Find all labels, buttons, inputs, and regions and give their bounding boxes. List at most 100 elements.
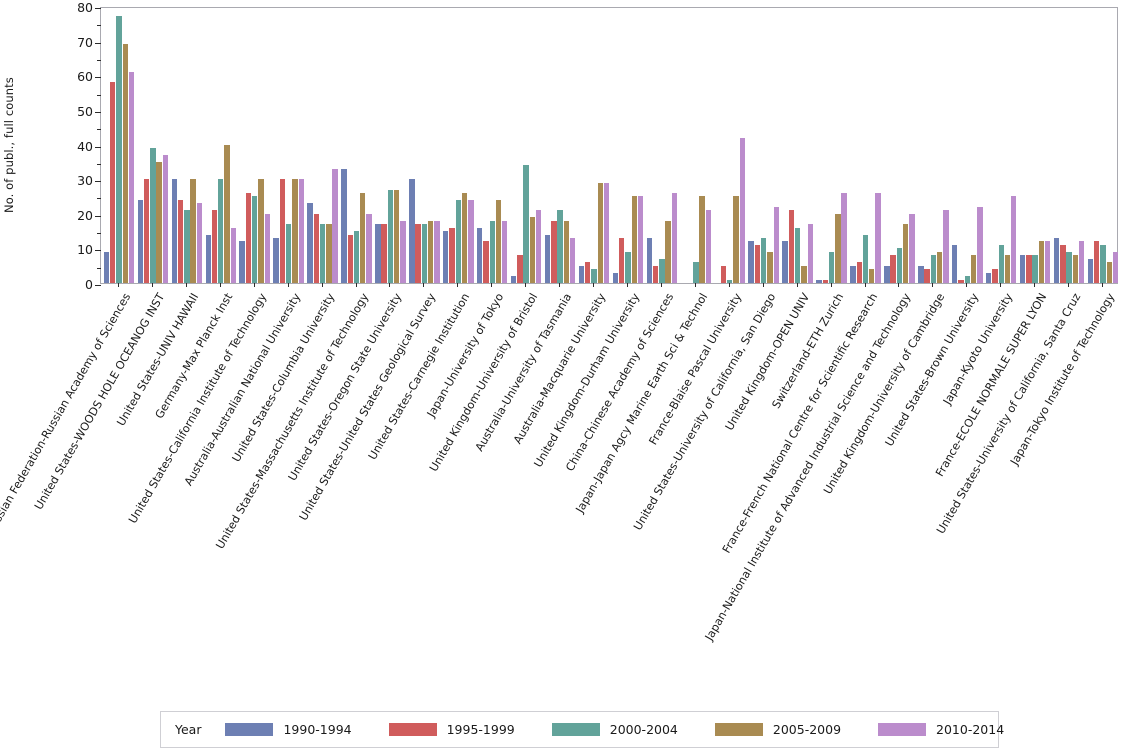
bar xyxy=(510,276,517,283)
bar-group xyxy=(715,8,747,283)
bar xyxy=(646,238,653,283)
bar xyxy=(794,227,801,283)
bar xyxy=(218,179,224,283)
bar-group xyxy=(782,8,814,283)
bar-group xyxy=(103,8,136,283)
x-tick-mark xyxy=(355,283,357,287)
bar xyxy=(551,220,557,283)
legend-entry[interactable]: 2005-2009 xyxy=(714,722,841,737)
bar xyxy=(591,269,597,283)
bar xyxy=(896,248,903,283)
legend-entry[interactable]: 1990-1994 xyxy=(225,722,352,737)
bar xyxy=(816,279,822,283)
y-tick-major xyxy=(95,77,101,79)
bar-group xyxy=(171,8,204,283)
bar xyxy=(298,179,304,283)
bar xyxy=(476,227,483,283)
bar xyxy=(612,272,619,283)
bar xyxy=(326,224,332,283)
y-tick-major xyxy=(95,8,101,9)
y-tick-major xyxy=(95,215,101,217)
bar xyxy=(985,272,992,283)
bar xyxy=(1053,238,1060,283)
x-tick-mark xyxy=(423,283,425,287)
y-tick-minor xyxy=(97,59,101,61)
bar xyxy=(353,231,360,283)
bar xyxy=(307,203,313,283)
bar xyxy=(856,262,862,283)
bar xyxy=(1072,255,1079,283)
bar xyxy=(273,238,279,283)
bar-group xyxy=(1087,8,1120,283)
y-tick-minor xyxy=(97,129,101,131)
bar xyxy=(597,182,604,283)
bar xyxy=(1038,241,1045,283)
bar-group xyxy=(476,8,509,283)
bar xyxy=(455,199,461,283)
bar xyxy=(739,137,746,283)
bar xyxy=(279,179,286,283)
x-tick-mark xyxy=(932,283,934,287)
y-tick-major xyxy=(95,181,101,183)
bar-group xyxy=(918,8,950,283)
bar xyxy=(652,265,659,283)
bar xyxy=(517,255,523,283)
x-tick-mark xyxy=(389,283,391,287)
bar-group xyxy=(137,8,170,283)
x-tick-mark xyxy=(491,283,493,287)
bar xyxy=(693,262,699,283)
bar xyxy=(196,203,203,283)
bar-group xyxy=(681,8,713,283)
x-tick-mark xyxy=(1068,283,1070,287)
bar xyxy=(449,227,455,283)
bar xyxy=(239,241,245,283)
bar xyxy=(977,206,983,283)
bar xyxy=(495,199,502,283)
bar xyxy=(544,234,551,283)
bar xyxy=(788,210,795,283)
x-tick-mark xyxy=(117,283,119,287)
x-tick-label-text: Russian Federation-Russian Academy of Sc… xyxy=(0,291,134,537)
bar xyxy=(699,196,705,283)
bar xyxy=(1066,251,1072,283)
legend-entry[interactable]: 1995-1999 xyxy=(388,722,515,737)
x-tick-mark xyxy=(457,283,459,287)
bar xyxy=(637,196,644,283)
x-tick-mark xyxy=(525,283,527,287)
x-tick-label-text: Japan-Japan Agcy Marine Earth Sci & Tech… xyxy=(573,291,711,516)
bar xyxy=(807,224,813,283)
x-tick-mark xyxy=(253,283,255,287)
bar xyxy=(869,269,875,283)
bar-group xyxy=(816,8,848,283)
legend-entry[interactable]: 2000-2004 xyxy=(551,722,678,737)
bar xyxy=(841,192,847,283)
bar xyxy=(875,192,881,283)
legend: Year 1990-1994 1995-1999 2000-2004 2005-200… xyxy=(160,711,1004,748)
x-tick-mark xyxy=(898,283,900,287)
bar xyxy=(909,213,915,283)
bar xyxy=(1019,255,1026,283)
bar xyxy=(767,251,773,283)
bar xyxy=(850,265,856,283)
bar xyxy=(381,224,387,283)
bar xyxy=(387,189,394,283)
bar xyxy=(150,147,156,283)
bar xyxy=(409,179,415,283)
bar xyxy=(137,199,144,283)
bar xyxy=(884,265,890,283)
bar-group xyxy=(409,8,441,283)
y-tick-label: 40 xyxy=(77,138,93,154)
x-tick-mark xyxy=(559,283,561,287)
bar xyxy=(659,258,665,283)
x-tick-mark xyxy=(1102,283,1104,287)
y-tick-minor xyxy=(97,163,101,165)
bar xyxy=(461,192,468,283)
bar xyxy=(705,210,712,283)
bar xyxy=(943,210,949,283)
legend-entry[interactable]: 2010-2014 xyxy=(878,722,1004,737)
bar xyxy=(924,269,930,283)
bar xyxy=(529,217,536,283)
bar xyxy=(415,224,421,283)
bar-group xyxy=(510,8,543,283)
bar-group xyxy=(239,8,271,283)
